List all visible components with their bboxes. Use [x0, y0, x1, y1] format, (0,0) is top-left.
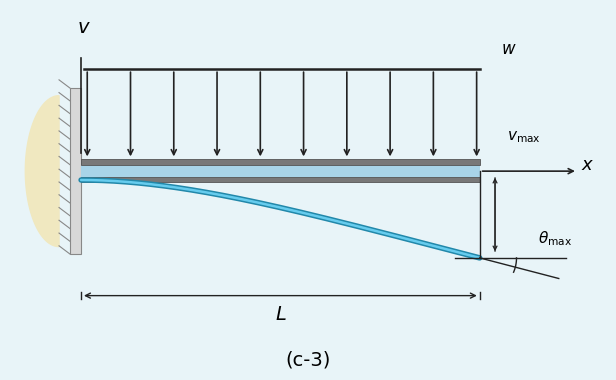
Text: $w$: $w$: [501, 40, 517, 57]
Text: (c-3): (c-3): [285, 350, 331, 369]
Polygon shape: [25, 96, 59, 247]
Text: $L$: $L$: [275, 305, 286, 324]
Bar: [81, 165, 480, 178]
Bar: [70, 88, 81, 254]
Bar: [81, 177, 480, 182]
Text: $\theta_{\mathrm{max}}$: $\theta_{\mathrm{max}}$: [538, 230, 572, 249]
Text: $v$: $v$: [77, 18, 91, 37]
Text: $v_{\mathrm{max}}$: $v_{\mathrm{max}}$: [508, 129, 541, 145]
Bar: [81, 159, 480, 165]
Text: $x$: $x$: [581, 157, 594, 174]
